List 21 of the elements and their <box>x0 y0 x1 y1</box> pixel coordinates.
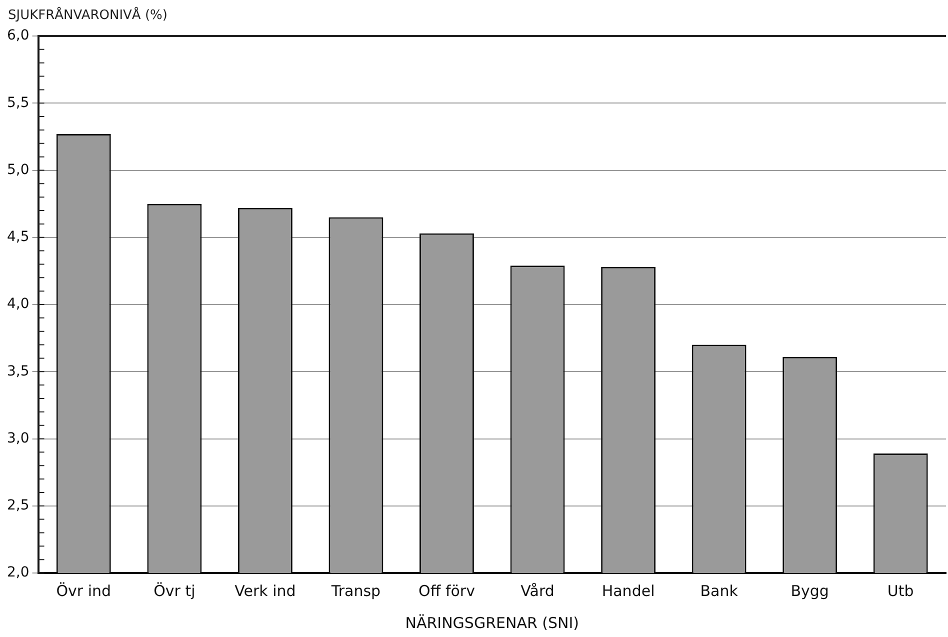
x-tick-label: Handel <box>602 582 655 600</box>
x-tick-label: Bank <box>700 582 738 600</box>
x-tick-label: Vård <box>520 582 554 600</box>
x-tick-label: Övr tj <box>154 582 196 600</box>
x-tick-label: Transp <box>330 582 381 600</box>
y-tick-label: 4,0 <box>7 296 30 312</box>
x-axis-title: NÄRINGSGRENAR (SNI) <box>405 614 580 632</box>
x-tick-label: Verk ind <box>234 582 296 600</box>
x-tick-label: Bygg <box>790 582 829 600</box>
y-tick-label: 3,0 <box>7 430 30 446</box>
x-tick-label: Utb <box>887 582 914 600</box>
y-tick-label: 2,0 <box>7 564 30 581</box>
y-tick-label: 3,5 <box>7 363 30 380</box>
x-tick-label: Övr ind <box>56 582 112 600</box>
y-tick-label: 6,0 <box>7 28 30 44</box>
y-tick-label: 5,0 <box>7 162 30 178</box>
x-tick-label: Off förv <box>418 582 476 600</box>
y-tick-label: 5,5 <box>7 94 30 111</box>
y-tick-label: 4,5 <box>7 229 30 246</box>
y-axis-title: SJUKFRÅNVARONIVÅ (%) <box>8 8 168 23</box>
y-tick-label: 2,5 <box>7 498 30 514</box>
